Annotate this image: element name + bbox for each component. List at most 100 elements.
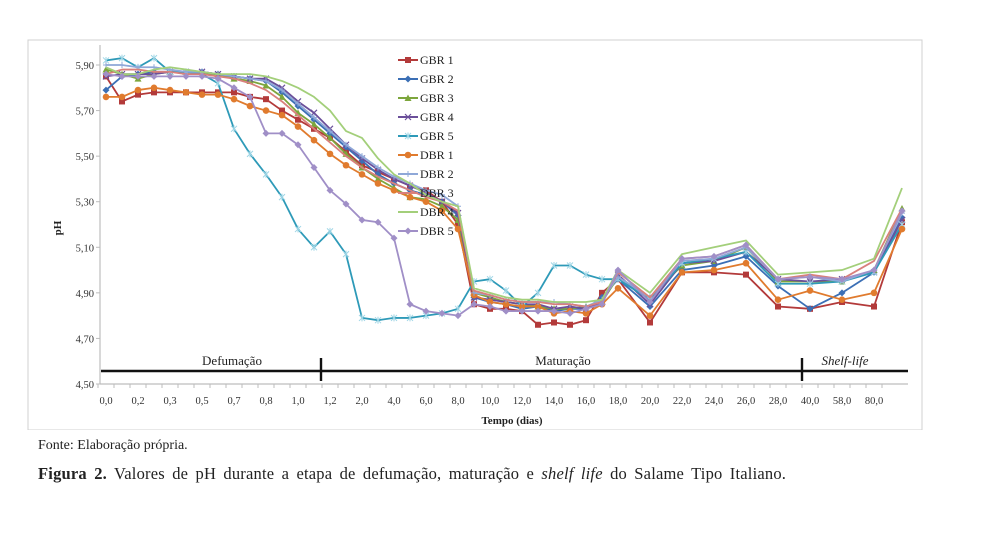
data-point [502, 307, 510, 315]
data-point [438, 309, 446, 317]
data-point [870, 289, 878, 297]
x-tick-label: 10,0 [481, 396, 499, 407]
x-tick-label: 0,8 [259, 396, 272, 407]
data-point [898, 225, 906, 233]
data-point [214, 75, 222, 83]
x-tick-label: 12,0 [513, 396, 531, 407]
data-point [404, 94, 412, 101]
data-point [582, 310, 590, 317]
data-point [390, 314, 398, 322]
series-line [105, 57, 903, 322]
data-point [455, 221, 461, 228]
legend-item: DBR 3 [398, 186, 454, 200]
data-point [262, 107, 270, 114]
data-point [646, 298, 654, 306]
data-point [295, 116, 301, 123]
data-point [647, 319, 653, 326]
data-point [294, 225, 302, 233]
data-point [198, 91, 206, 98]
data-point [710, 266, 718, 274]
data-point [198, 72, 206, 80]
figure-caption: Figura 2. Valores de pH durante a etapa … [38, 462, 968, 485]
data-point [311, 114, 317, 121]
data-point [551, 319, 557, 326]
data-point [279, 107, 285, 114]
data-point [566, 262, 574, 270]
data-point [327, 128, 333, 135]
legend-label: GBR 1 [420, 53, 454, 67]
legend-label: DBR 2 [420, 167, 454, 181]
data-point [246, 102, 254, 110]
data-point [166, 86, 174, 94]
x-axis-title: Tempo (dias) [481, 415, 542, 427]
caption-italic: shelf life [541, 464, 603, 483]
data-point [358, 171, 366, 178]
data-point [390, 187, 398, 194]
data-point [150, 84, 158, 92]
legend-item: GBR 2 [398, 72, 454, 86]
data-point [214, 91, 222, 98]
data-point [438, 207, 446, 215]
data-point [422, 198, 430, 206]
data-point [246, 93, 254, 101]
data-point [582, 271, 590, 279]
x-tick-label: 20,0 [641, 396, 659, 407]
x-tick-label: 58,0 [833, 396, 851, 407]
ph-line-chart: 4,50 4,70 4,90 5,10 5,30 5,50 5,70 5,90 0,0 0,2 0,… [27, 39, 923, 430]
data-point [230, 125, 238, 133]
x-tick-label: 40,0 [801, 396, 819, 407]
data-point [247, 75, 253, 82]
data-point [263, 77, 269, 84]
x-tick-label: 14,0 [545, 396, 563, 407]
data-point [404, 227, 412, 235]
data-point [502, 300, 510, 308]
data-point [486, 298, 494, 306]
data-point [326, 186, 334, 194]
data-point [262, 82, 270, 89]
data-point [374, 218, 382, 226]
chart-frame [27, 39, 923, 430]
data-point [310, 164, 318, 172]
data-point [278, 129, 286, 137]
x-tick-label: 6,0 [419, 396, 432, 407]
data-point [359, 153, 365, 160]
x-tick-label: 80,0 [865, 396, 883, 407]
data-point [118, 72, 126, 80]
data-point [404, 132, 412, 140]
x-tick-label: 1,2 [323, 396, 336, 407]
data-point [599, 289, 605, 296]
legend: GBR 1 GBR 2 GBR 3 GBR 4 GBR 5 DBR 1 DBR 2 DBR 3… [398, 53, 454, 238]
data-point [567, 321, 573, 328]
data-point [614, 266, 622, 274]
data-point [406, 193, 414, 201]
data-point [404, 113, 412, 121]
data-point [326, 150, 334, 158]
data-point [118, 93, 126, 101]
data-point [806, 273, 814, 281]
y-tick-label: 5,50 [76, 152, 94, 163]
data-point [406, 314, 414, 322]
data-point [102, 70, 110, 78]
x-tick-label: 28,0 [769, 396, 787, 407]
data-point [598, 275, 606, 283]
data-point [294, 141, 302, 149]
y-tick-label: 4,50 [76, 380, 94, 391]
y-tick-label: 4,90 [76, 289, 94, 300]
phase-label: Maturação [535, 353, 591, 368]
data-point [182, 72, 190, 80]
data-point [102, 86, 110, 94]
data-point [502, 287, 510, 295]
data-point [326, 227, 334, 235]
data-point [310, 120, 318, 128]
x-tick-label: 16,0 [577, 396, 595, 407]
x-tick-label: 0,0 [99, 396, 112, 407]
series-line [105, 66, 903, 303]
legend-item: DBR 1 [398, 148, 454, 162]
legend-label: GBR 3 [420, 91, 454, 105]
data-point [774, 296, 782, 303]
x-tick-label: 4,0 [387, 396, 400, 407]
data-point [375, 164, 381, 171]
legend-item: GBR 4 [398, 110, 454, 124]
data-point [119, 62, 125, 68]
data-point [583, 317, 589, 324]
